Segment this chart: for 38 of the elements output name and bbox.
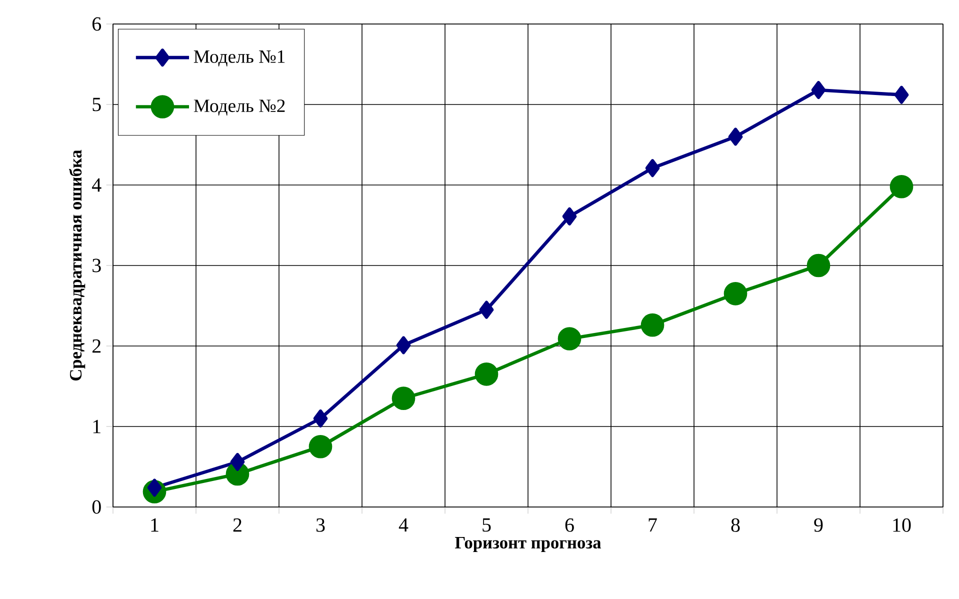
point (308, 434, 332, 458)
point (396, 336, 411, 354)
x-tick-label: 9 (814, 518, 823, 532)
point (479, 300, 494, 319)
y-tick-label: 1 (93, 420, 100, 434)
x-tick-label: 6 (565, 518, 574, 532)
y-tick-label: 6 (92, 17, 102, 31)
y-tick-label: 4 (92, 178, 102, 192)
legend-label: Модель №1 (194, 50, 285, 66)
point (890, 174, 914, 198)
point (728, 128, 743, 146)
x-tick-label: 5 (482, 518, 491, 532)
point (474, 362, 498, 386)
point (806, 254, 830, 278)
legend-label: Модель №2 (194, 100, 285, 116)
x-tick-label: 7 (648, 518, 657, 532)
point (230, 452, 245, 471)
y-tick-label: 0 (92, 500, 101, 514)
y-tick-label: 2 (92, 339, 101, 353)
x-axis-title: Горизонт прогноза (455, 537, 602, 552)
point (645, 159, 660, 178)
point (811, 81, 826, 100)
x-tick-label: 4 (398, 518, 408, 532)
point (392, 386, 416, 410)
point (313, 409, 328, 428)
x-tick-label: 3 (316, 518, 325, 532)
point (724, 282, 748, 306)
y-tick-label: 5 (92, 98, 101, 112)
point (640, 313, 664, 337)
point (558, 327, 582, 350)
y-tick-label: 3 (92, 258, 101, 272)
point (562, 207, 577, 226)
x-tick-label: 2 (233, 518, 242, 532)
point (894, 86, 909, 104)
x-tick-label: 1 (151, 518, 158, 532)
x-tick-label: 8 (731, 518, 740, 532)
x-tick-label: 10 (893, 518, 911, 532)
y-axis-title: Среднеквадратичная ошибка (69, 150, 86, 381)
